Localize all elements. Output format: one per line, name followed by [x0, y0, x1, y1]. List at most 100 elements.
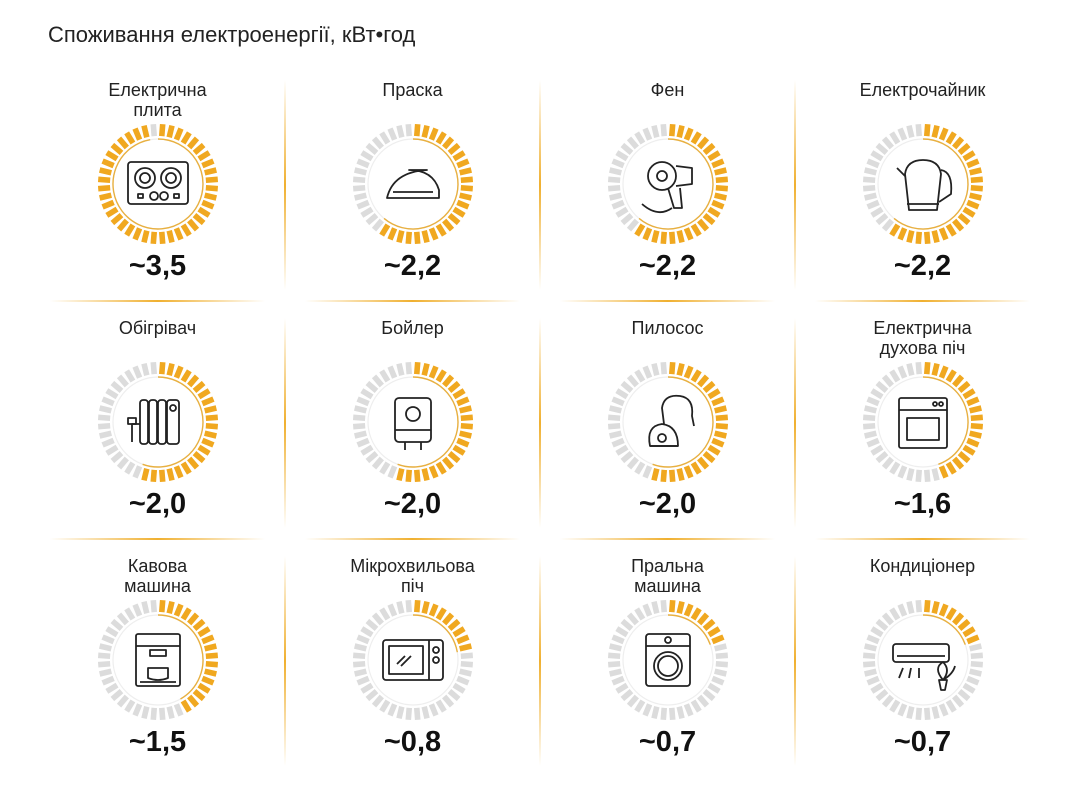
value-label: ~2,0 [128, 488, 187, 520]
gauge-segment [697, 136, 710, 150]
gauge-segment [197, 444, 211, 456]
gauge-segment [945, 369, 957, 383]
gauge-segment [201, 634, 215, 645]
appliance-label: Електрична плита [108, 80, 207, 120]
gauge-segment [714, 668, 727, 677]
gauge-segment [460, 652, 474, 660]
gauge-segment [354, 668, 367, 677]
gauge-segment [452, 206, 466, 218]
gauge-segment [952, 694, 965, 708]
gauge-segment [711, 158, 725, 169]
gauge-segment [966, 675, 980, 686]
gauge-segment [379, 607, 391, 621]
gauge-segment [379, 369, 391, 383]
gauge-segment [99, 643, 112, 652]
gauge-segment [915, 361, 923, 375]
gauge-segment [962, 682, 976, 694]
gauge-segment [676, 468, 685, 481]
gauge-segment [158, 231, 166, 245]
gauge-segment [192, 213, 206, 226]
gauge-segment [428, 365, 439, 379]
gauge-segment [683, 465, 694, 479]
gauge-segment [173, 227, 184, 241]
gauge-segment [915, 469, 923, 483]
gauge-segment [615, 682, 629, 694]
gauge-segment [459, 192, 472, 201]
gauge-segment [711, 675, 725, 686]
consumption-gauge [607, 599, 729, 721]
gauge-segment [651, 363, 660, 376]
consumption-gauge [862, 599, 984, 721]
gauge-segment [683, 127, 694, 141]
gauge-segment [620, 142, 634, 155]
gauge-segment [668, 469, 676, 483]
gauge-segment [124, 131, 136, 145]
gauge-segment [460, 176, 474, 184]
gauge-segment [97, 660, 111, 668]
gauge-inner-arc [157, 614, 204, 700]
gauge-segment [609, 192, 622, 201]
gauge-segment [615, 388, 629, 400]
gauge-segment [166, 601, 175, 614]
gauge-segment [957, 618, 971, 631]
value-label: ~3,5 [128, 250, 187, 282]
value-label: ~2,0 [383, 488, 442, 520]
gauge-segment [356, 437, 370, 448]
value-label: ~2,0 [638, 488, 697, 520]
gauge-segment [396, 601, 405, 614]
appliance-card: Мікрохвильова піч ~0,8 [285, 546, 540, 784]
gauge-segment [205, 660, 219, 668]
gauge-segment [626, 612, 639, 626]
gauge-segment [197, 626, 211, 638]
gauge-segment [379, 461, 391, 475]
gauge-segment [405, 123, 413, 137]
gauge-segment [620, 689, 634, 702]
gauge-segment [690, 461, 702, 475]
gauge-segment [897, 227, 908, 241]
gauge-segment [626, 218, 639, 232]
gauge-segment [875, 380, 889, 393]
gauge-segment [97, 184, 111, 192]
gauge-segment [970, 652, 984, 660]
gauge-segment [607, 660, 621, 668]
gauge-segment [396, 125, 405, 138]
gauge-segment [116, 612, 129, 626]
gauge-segment [124, 369, 136, 383]
gauge-segment [923, 707, 931, 721]
gauge-segment [862, 414, 876, 422]
consumption-gauge [862, 361, 984, 483]
gauge-segment [611, 634, 625, 645]
consumption-gauge [97, 361, 219, 483]
gauge-segment [360, 682, 374, 694]
gauge-segment [615, 626, 629, 638]
gauge-segment [862, 660, 876, 668]
gauge-segment [197, 150, 211, 162]
gauge-segment [970, 184, 984, 192]
gauge-segment [365, 618, 379, 631]
gauge-segment [889, 461, 901, 475]
gauge-segment [660, 469, 668, 483]
gauge-segment [931, 230, 940, 243]
gauge-segment [697, 374, 710, 388]
gauge-segment [611, 199, 625, 210]
gauge-segment [620, 451, 634, 464]
gauge-segment [435, 369, 447, 383]
gauge-segment [456, 437, 470, 448]
gauge-segment [906, 230, 915, 243]
consumption-gauge [607, 361, 729, 483]
gauge-segment [105, 388, 119, 400]
gauge-segment [192, 618, 206, 631]
gauge-segment [875, 451, 889, 464]
coffee-machine-icon [135, 633, 181, 687]
gauge-segment [110, 451, 124, 464]
gauge-segment [715, 176, 729, 184]
gauge-segment [607, 184, 621, 192]
gauge-segment [387, 127, 398, 141]
gauge-segment [615, 206, 629, 218]
gauge-segment [99, 192, 112, 201]
gauge-segment [889, 131, 901, 145]
gauge-segment [715, 184, 729, 192]
gauge-segment [668, 231, 676, 245]
appliance-label: Пральна машина [631, 556, 704, 596]
gauge-segment [371, 218, 384, 232]
